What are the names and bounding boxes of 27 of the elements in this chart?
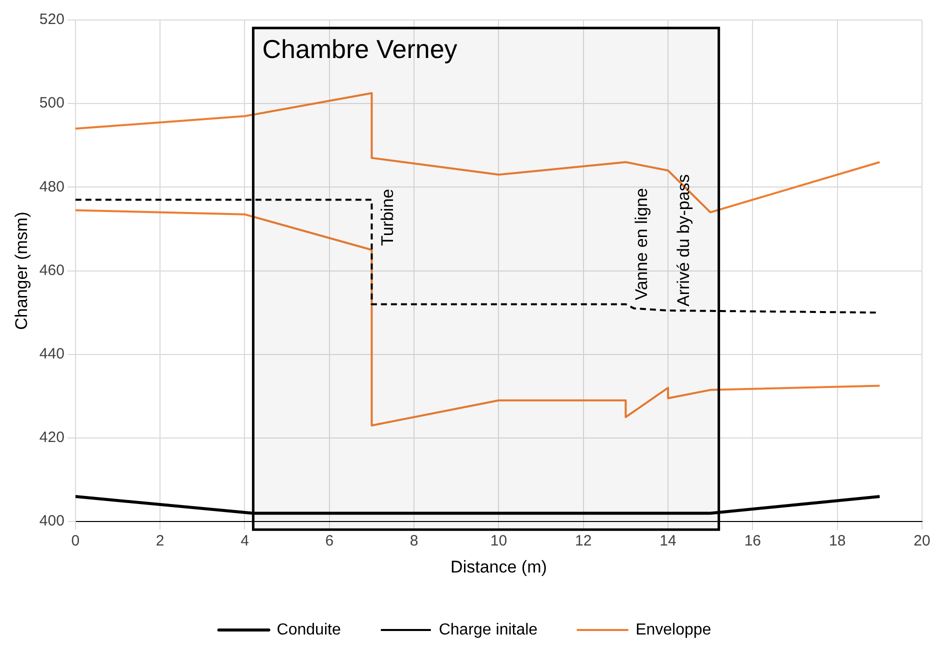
legend-label: Enveloppe [636,621,712,638]
annotation: Arrivé du by-pass [674,174,694,307]
y-tick-label: 480 [39,178,64,196]
y-tick-label: 400 [39,512,64,530]
y-axis-title: Changer (msm) [12,212,31,330]
x-tick-label: 0 [71,532,80,550]
x-tick-label: 4 [240,532,249,550]
x-tick-label: 16 [744,532,762,550]
x-tick-label: 18 [829,532,846,550]
x-tick-label: 20 [914,532,930,550]
y-tick-label: 460 [39,262,64,279]
x-tick-label: 12 [575,532,592,550]
y-tick-label: 500 [39,94,64,112]
y-tick-label: 420 [39,429,64,446]
x-tick-label: 6 [325,532,334,550]
x-tick-label: 14 [660,532,676,550]
x-axis-title: Distance (m) [450,557,547,576]
x-tick-label: 2 [156,532,164,550]
annotation: Vanne en ligne [632,188,651,300]
x-tick-label: 10 [490,532,508,550]
legend-label: Charge initale [438,621,538,638]
legend-label: Conduite [276,621,341,638]
y-tick-label: 520 [39,11,64,28]
x-tick-label: 8 [410,532,418,550]
band-label: Chambre Verney [262,34,458,64]
annotation: Turbine [378,188,397,246]
y-tick-label: 440 [39,346,64,363]
